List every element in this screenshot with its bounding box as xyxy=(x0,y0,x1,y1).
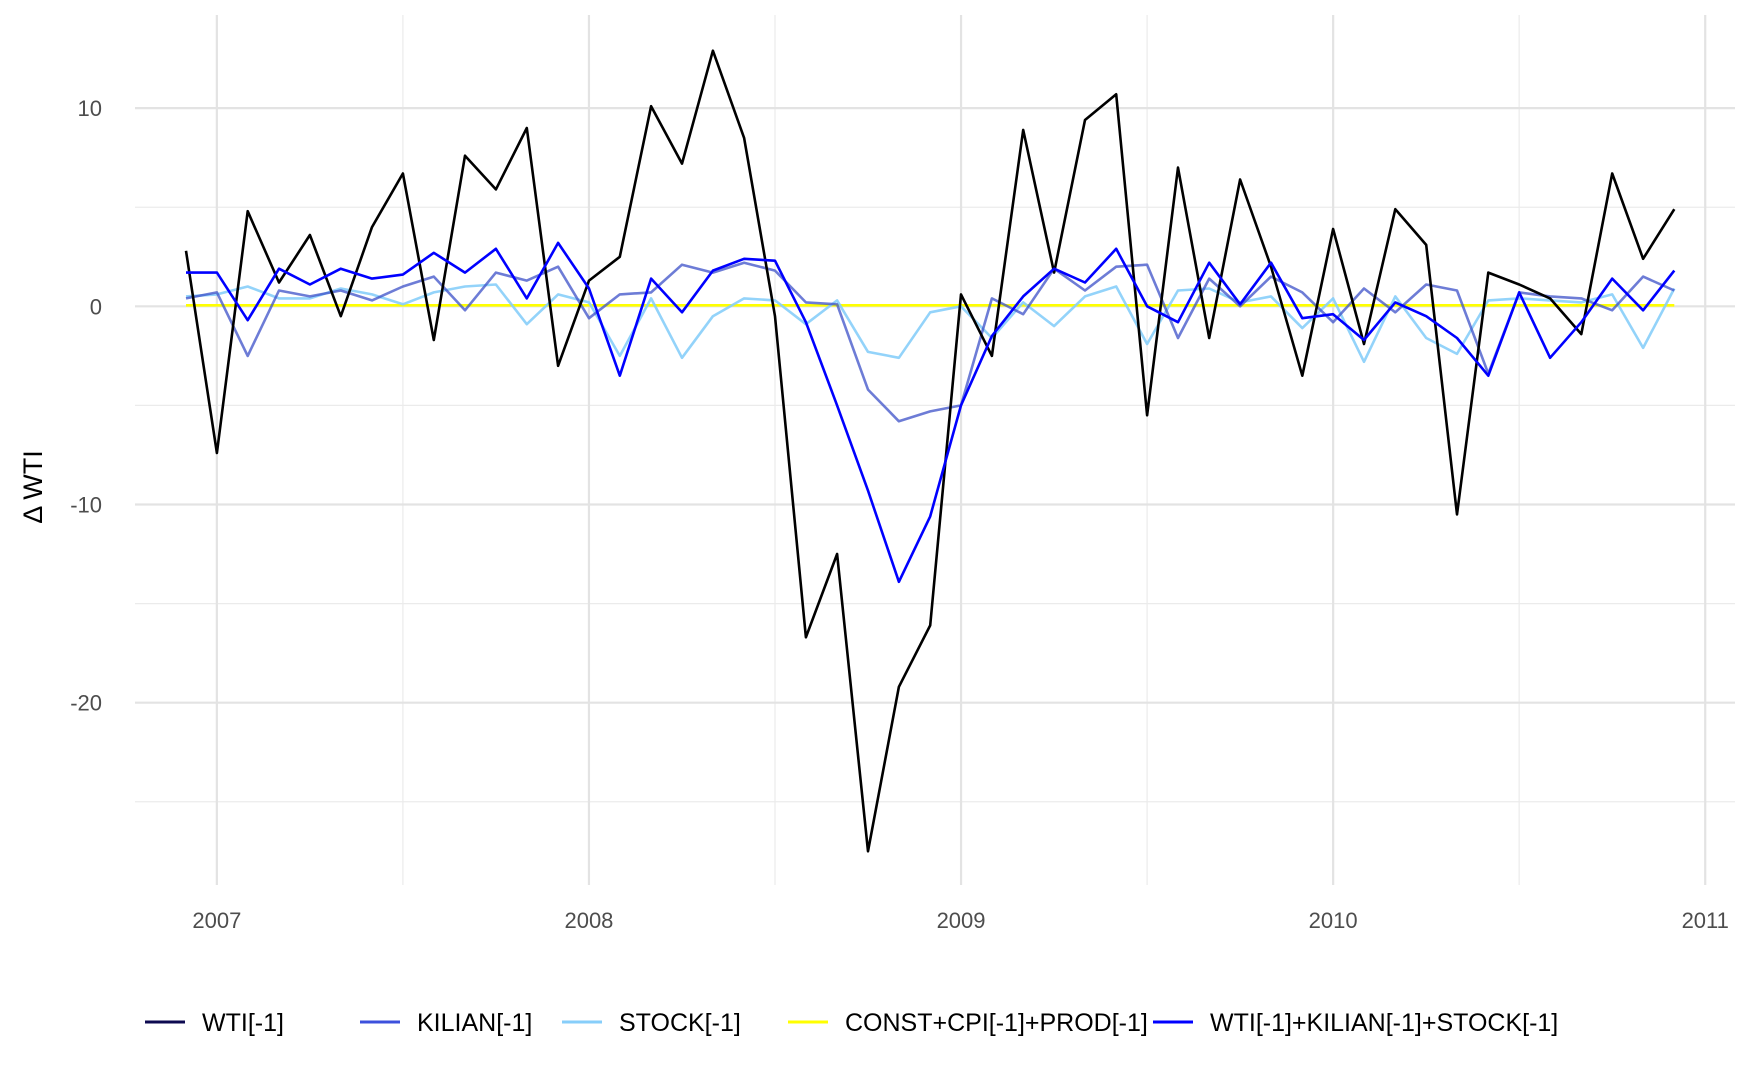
x-tick-label: 2011 xyxy=(1682,908,1729,933)
x-tick-label: 2010 xyxy=(1309,908,1358,933)
y-tick-label: 0 xyxy=(90,294,102,319)
series-line-4 xyxy=(186,241,1676,584)
x-tick-label: 2007 xyxy=(192,908,241,933)
legend: WTI[-1] KILIAN[-1] STOCK[-1] CONST+CPI[-1]+… xyxy=(145,1009,1558,1037)
legend-label: CONST+CPI[-1]+PROD[-1] xyxy=(845,1009,1148,1037)
series-line-0 xyxy=(184,49,1676,853)
x-tick-label: 2009 xyxy=(937,908,986,933)
y-axis-label: Δ WTI xyxy=(18,450,48,524)
legend-label: KILIAN[-1] xyxy=(417,1009,532,1037)
series-lines xyxy=(184,49,1676,853)
y-tick-label: 10 xyxy=(78,96,102,121)
y-tick-label: -20 xyxy=(70,691,102,716)
series-line-1 xyxy=(185,261,1675,423)
x-axis-ticks: 2007 2008 2009 2010 2011 xyxy=(192,908,1729,933)
grid xyxy=(135,15,1735,885)
legend-label: WTI[-1]+KILIAN[-1]+STOCK[-1] xyxy=(1210,1009,1558,1037)
legend-label: STOCK[-1] xyxy=(619,1009,741,1037)
series-line-2 xyxy=(185,283,1676,364)
y-tick-label: -10 xyxy=(70,492,102,517)
y-axis-ticks: 10 0 -10 -20 xyxy=(70,96,102,716)
x-tick-label: 2008 xyxy=(564,908,613,933)
legend-label: WTI[-1] xyxy=(202,1009,284,1037)
